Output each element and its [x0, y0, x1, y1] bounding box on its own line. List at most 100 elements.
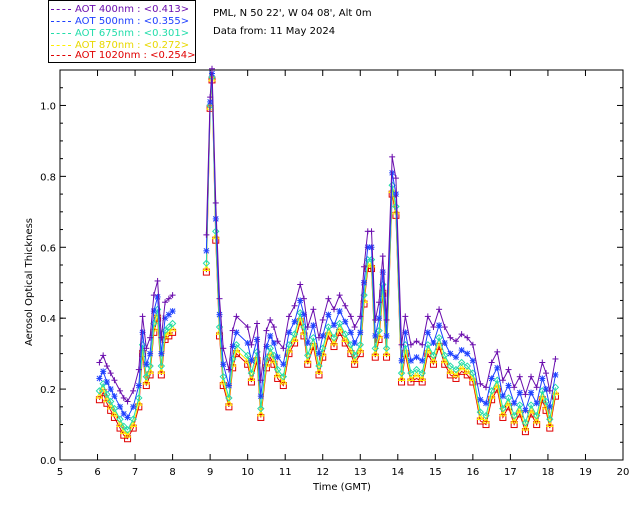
marker-diamond — [504, 394, 513, 402]
marker-triangle — [341, 335, 350, 342]
data-point — [398, 341, 405, 348]
marker-diamond — [341, 330, 349, 338]
marker-triangle — [482, 417, 490, 424]
data-point — [341, 330, 349, 338]
marker-triangle — [103, 395, 111, 403]
series-line — [98, 309, 173, 431]
marker-triangle — [401, 346, 410, 353]
data-point — [229, 327, 236, 334]
data-date: Data from: 11 May 2024 — [213, 26, 336, 37]
marker-star-d2 — [430, 340, 437, 346]
data-point — [447, 334, 454, 341]
data-point — [469, 341, 476, 348]
marker-star-d2 — [216, 311, 223, 318]
y-tick-label: 0.8 — [40, 172, 56, 183]
data-point — [361, 263, 368, 270]
data-point — [315, 367, 323, 374]
data-point — [135, 382, 142, 389]
data-point — [464, 334, 471, 341]
data-point — [539, 359, 546, 366]
data-point — [143, 361, 150, 368]
data-point — [510, 411, 518, 420]
data-point — [257, 413, 265, 421]
x-tick-label: 10 — [241, 467, 254, 478]
data-point — [139, 313, 146, 320]
marker-diamond — [350, 351, 359, 360]
legend-label: AOT 500nm : <0.355> — [75, 16, 190, 27]
series-layer — [95, 65, 560, 443]
marker-triangle — [407, 374, 415, 381]
marker-triangle — [510, 417, 519, 424]
marker-star-d2 — [267, 333, 274, 339]
data-point — [545, 420, 554, 428]
x-tick-label: 19 — [579, 467, 592, 478]
data-point — [106, 402, 115, 410]
marker-triangle — [202, 264, 211, 272]
data-point — [368, 228, 375, 235]
data-point — [212, 215, 219, 222]
marker-diamond — [392, 202, 400, 211]
data-point — [325, 295, 332, 302]
marker-diamond — [397, 369, 406, 377]
data-point — [441, 324, 448, 331]
data-point — [371, 349, 380, 357]
marker-triangle — [371, 349, 380, 357]
data-point — [469, 357, 476, 364]
marker-diamond — [476, 408, 485, 416]
legend-swatch — [51, 44, 71, 46]
marker-star-d2 — [169, 308, 176, 314]
data-point — [280, 361, 287, 368]
data-point — [371, 344, 379, 353]
data-point — [96, 359, 103, 366]
marker-star-d2 — [248, 357, 255, 364]
marker-star-d2 — [357, 329, 364, 336]
x-axis: 5 6 7 8 9 10 11 12 13 14 15 16 17 18 19 20 — [57, 70, 629, 478]
data-point — [290, 335, 299, 342]
data-point — [494, 364, 501, 371]
data-point — [429, 356, 438, 364]
data-point — [493, 381, 502, 389]
marker-triangle — [412, 370, 421, 378]
data-point — [407, 369, 415, 377]
data-point — [207, 94, 214, 101]
data-point — [107, 370, 114, 377]
data-point — [413, 338, 420, 345]
data-point — [430, 340, 437, 346]
data-point — [477, 396, 484, 403]
marker-diamond — [487, 387, 496, 395]
x-axis-title: Time (GMT) — [312, 482, 371, 493]
data-point — [552, 355, 559, 362]
x-tick-label: 8 — [169, 467, 175, 478]
data-point — [383, 316, 390, 323]
marker-square — [304, 360, 312, 368]
marker-square — [142, 382, 150, 390]
marker-star-d2 — [533, 400, 540, 407]
data-point — [441, 340, 448, 346]
data-point — [150, 292, 157, 299]
data-point — [546, 415, 554, 423]
data-point — [324, 323, 333, 331]
data-point — [521, 419, 530, 427]
y-axis-title: Aerosol Optical Thickness — [24, 218, 35, 346]
data-point — [412, 365, 421, 374]
data-point — [244, 324, 251, 331]
marker-diamond — [356, 341, 364, 349]
data-point — [368, 244, 375, 251]
data-point — [158, 334, 165, 341]
data-point — [124, 398, 131, 405]
marker-triangle — [551, 388, 560, 396]
data-point — [330, 333, 338, 342]
data-point — [310, 322, 317, 329]
data-point — [347, 341, 355, 349]
marker-triangle — [350, 356, 359, 364]
data-point — [552, 371, 559, 378]
data-point — [273, 365, 282, 374]
data-point — [110, 404, 119, 413]
marker-star-d2 — [244, 340, 251, 346]
marker-star-d2 — [516, 389, 523, 396]
data-point — [297, 281, 304, 288]
marker-square — [95, 396, 103, 404]
data-point — [154, 277, 161, 284]
data-point — [546, 424, 554, 432]
marker-diamond — [482, 411, 490, 420]
